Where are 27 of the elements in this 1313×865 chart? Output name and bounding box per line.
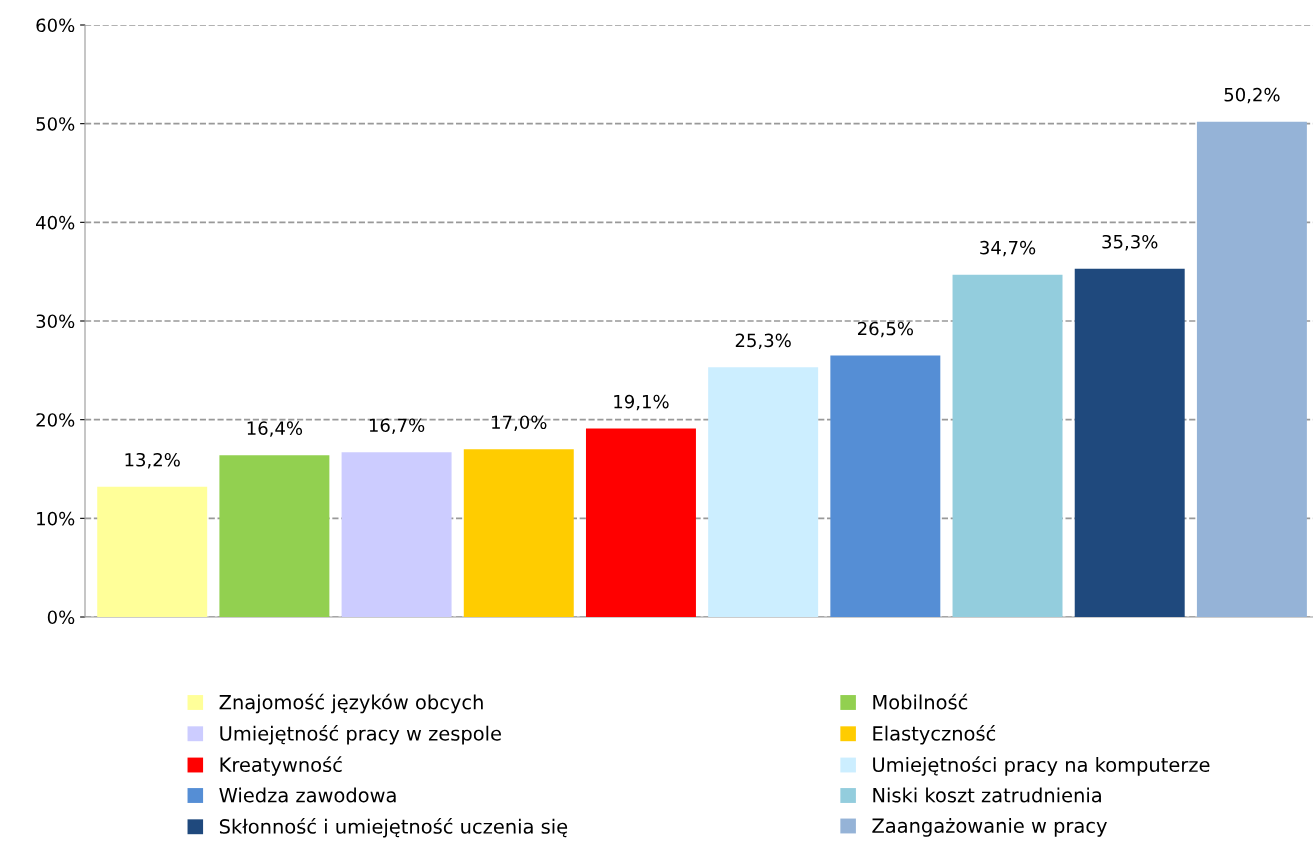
y-tick-label: 50% — [36, 117, 75, 131]
y-tick-label: 0% — [47, 610, 75, 625]
data-label: 19,1% — [614, 394, 669, 411]
data-label: 50,2% — [1224, 87, 1280, 104]
y-tick-label: 10% — [37, 511, 75, 526]
data-label: 35,3% — [1102, 234, 1158, 251]
data-label: 17,0% — [492, 415, 547, 431]
data-label: 26,5% — [857, 321, 914, 338]
legend-label: Mobilność — [873, 693, 968, 710]
y-tick-label: 30% — [36, 314, 75, 329]
data-label: 16,4% — [247, 421, 303, 437]
legend-label: Kreatywność — [220, 756, 342, 776]
legend-label: Umiejętność pracy w zespole — [220, 724, 501, 745]
legend-label: Umiejętności pracy na komputerze — [873, 756, 1210, 776]
y-tick-label: 60% — [36, 18, 75, 33]
data-label: 25,3% — [735, 333, 791, 350]
legend-label: Znajomość języków obcych — [219, 693, 483, 714]
data-label: 34,7% — [980, 240, 1036, 257]
legend-label: Zaangażowanie w pracy — [872, 817, 1107, 837]
data-label: 16,7% — [369, 418, 425, 434]
data-label: 13,2% — [125, 452, 180, 469]
legend-label: Niski koszt zatrudnienia — [873, 787, 1101, 803]
legend-label: Wiedza zawodowa — [219, 787, 396, 803]
legend-label: Elastyczność — [873, 724, 996, 745]
y-tick-label: 40% — [36, 215, 75, 230]
legend-label: Skłonność i umiejętność uczenia się — [219, 817, 568, 838]
y-tick-label: 20% — [36, 413, 75, 427]
